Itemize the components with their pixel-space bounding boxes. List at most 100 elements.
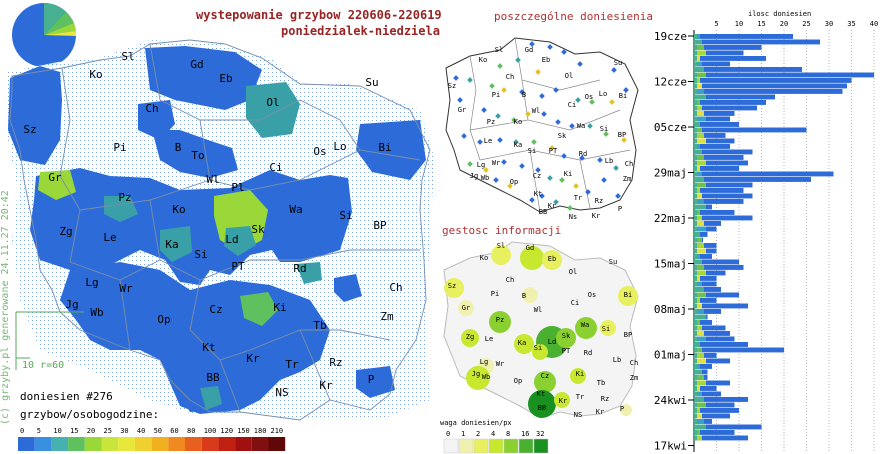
city-label: B xyxy=(175,141,182,154)
report-marker xyxy=(547,44,553,50)
city-label: Wr xyxy=(492,159,500,167)
city-label: Os xyxy=(313,145,326,158)
bar-segment xyxy=(694,424,706,430)
report-marker xyxy=(613,165,619,171)
bar-segment xyxy=(694,419,697,424)
city-label: B xyxy=(522,292,526,300)
bar-segment xyxy=(694,193,702,199)
city-label: Sk xyxy=(558,132,567,140)
bar-segment xyxy=(694,435,702,441)
city-label: Os xyxy=(585,93,593,101)
bar-segment xyxy=(694,347,702,353)
city-label: NS xyxy=(574,411,582,419)
city-label: Bi xyxy=(624,291,632,299)
bar-segment xyxy=(694,105,702,111)
bar-segment xyxy=(694,375,704,380)
bar-segment xyxy=(694,160,697,166)
report-marker xyxy=(601,177,607,183)
city-label: Wl xyxy=(534,306,542,314)
city-label: Kt xyxy=(534,190,542,198)
bar-segment xyxy=(694,45,697,50)
density-legend-swatch xyxy=(518,438,534,454)
city-label: PT xyxy=(549,147,558,155)
legend-tick-label: 5 xyxy=(37,427,41,435)
city-label: Ld xyxy=(548,338,556,346)
city-label: Eb xyxy=(219,72,232,85)
city-label: Si xyxy=(339,209,352,222)
density-legend-tick: 1 xyxy=(461,430,465,438)
bar-segment xyxy=(694,397,697,402)
city-label: Kr xyxy=(596,408,604,416)
reports-map-outline xyxy=(445,37,639,213)
density-legend-tick: 0 xyxy=(446,430,450,438)
report-marker xyxy=(529,41,535,47)
report-marker xyxy=(611,67,617,73)
bar xyxy=(694,155,744,160)
bar-segment xyxy=(694,270,697,276)
city-label: Gr xyxy=(48,171,62,184)
city-label: Si xyxy=(534,344,542,352)
bar-segment xyxy=(694,259,702,265)
bar xyxy=(694,303,748,309)
x-tick-label: 5 xyxy=(714,20,718,28)
bar xyxy=(694,122,739,127)
bar-segment xyxy=(694,369,697,375)
bar xyxy=(694,413,730,419)
density-legend-swatch xyxy=(533,438,549,454)
bar xyxy=(694,397,748,402)
bar-segment xyxy=(694,364,697,369)
city-label: BP xyxy=(624,331,632,339)
density-legend-swatch xyxy=(473,438,489,454)
bar-segment xyxy=(694,50,697,56)
bar xyxy=(694,435,748,441)
city-label: Wa xyxy=(581,321,589,329)
city-label: Sk xyxy=(251,223,265,236)
x-tick-label: 40 xyxy=(870,20,878,28)
bar-segment xyxy=(694,116,697,122)
city-label: Ol xyxy=(266,96,279,109)
bar xyxy=(694,34,793,39)
bar-segment xyxy=(694,402,697,408)
report-marker xyxy=(623,87,629,93)
city-label: Ci xyxy=(269,161,282,174)
city-label: Ko xyxy=(514,118,522,126)
legend-tick-label: 180 xyxy=(254,427,267,435)
city-label: Wb xyxy=(482,373,490,381)
city-label: Ka xyxy=(165,238,178,251)
city-label: BB xyxy=(206,371,220,384)
bar xyxy=(694,386,717,391)
city-label: Pl xyxy=(231,181,244,194)
bar-segment xyxy=(694,314,706,320)
city-label: Su xyxy=(609,258,617,266)
city-label: Ka xyxy=(518,339,526,347)
map-title: wystepowanie grzybow 220606-220619 xyxy=(196,8,442,22)
city-label: Sz xyxy=(448,282,456,290)
density-legend-tick: 8 xyxy=(506,430,510,438)
city-label: Kr xyxy=(246,352,260,365)
city-label: Zm xyxy=(630,374,638,382)
x-tick-label: 20 xyxy=(780,20,788,28)
city-label: Bi xyxy=(378,141,391,154)
bar-segment xyxy=(694,215,702,221)
city-label: Si xyxy=(528,147,536,155)
bar-segment xyxy=(694,237,702,243)
reports-map-title: poszczególne doniesienia xyxy=(494,10,653,23)
city-label: Si xyxy=(600,125,608,133)
bar-segment xyxy=(694,182,697,188)
bar-segment xyxy=(694,133,697,138)
density-legend-tick: 16 xyxy=(521,430,529,438)
bar-segment xyxy=(694,287,704,292)
bar-segment xyxy=(694,358,706,364)
bar xyxy=(694,166,739,171)
legend-swatch xyxy=(84,437,102,451)
x-tick-label: 35 xyxy=(847,20,855,28)
bar xyxy=(694,210,735,215)
city-label: Ol xyxy=(565,72,573,80)
report-marker xyxy=(585,189,591,195)
x-tick-label: 25 xyxy=(802,20,810,28)
city-label: Ch xyxy=(506,276,514,284)
city-label: Gd xyxy=(526,244,534,252)
city-label: Pi xyxy=(113,141,126,154)
city-label: Lg xyxy=(477,161,485,169)
legend-swatch xyxy=(218,437,236,451)
